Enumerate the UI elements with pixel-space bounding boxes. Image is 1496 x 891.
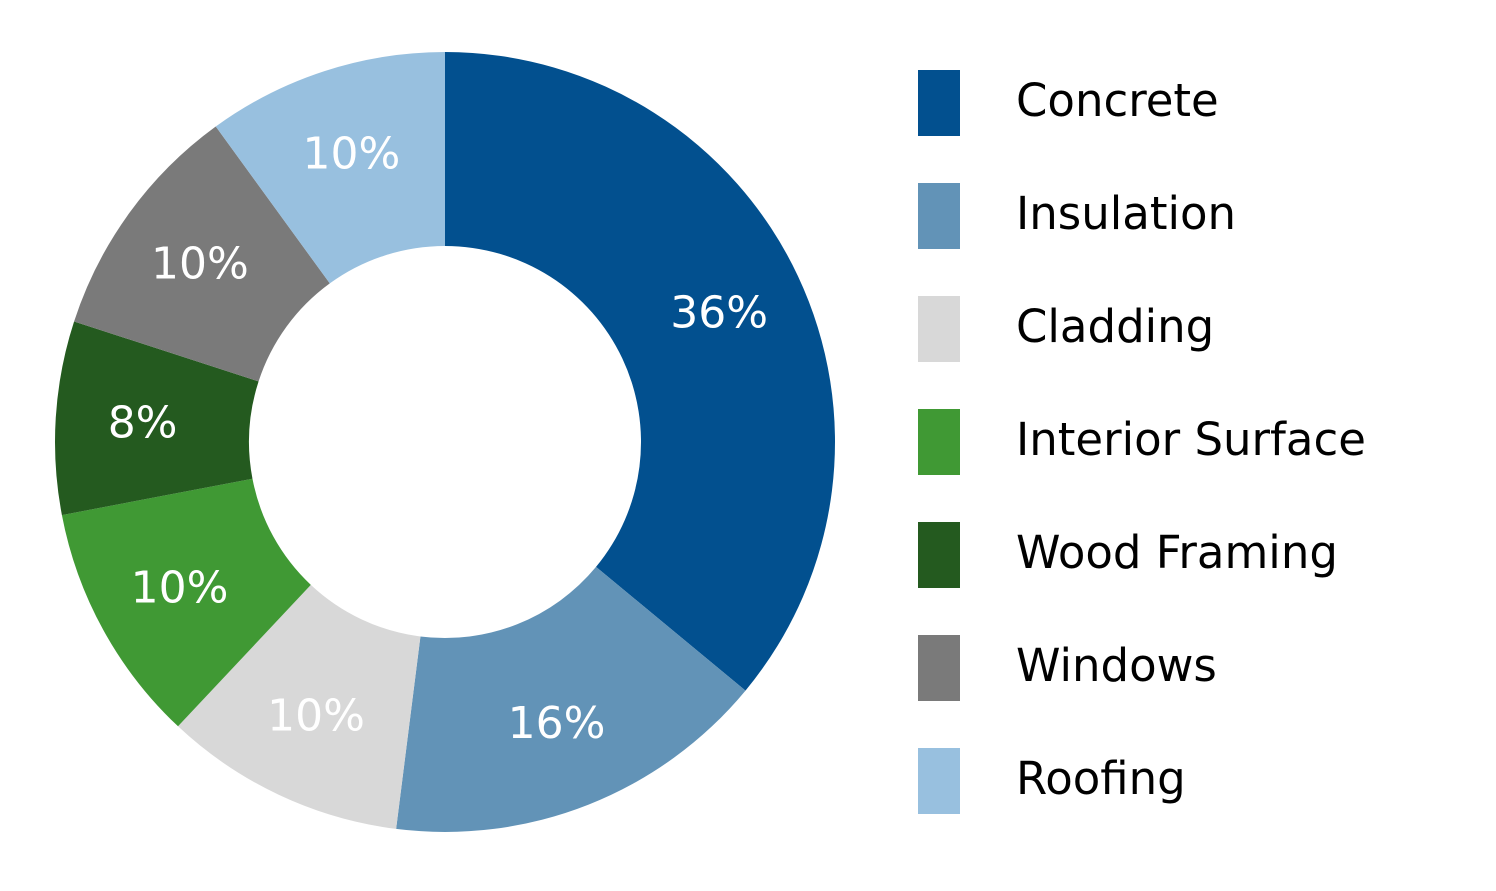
legend-swatch-roofing: [918, 748, 960, 814]
legend-item-concrete: Concrete: [918, 70, 1478, 183]
legend-swatch-insulation: [918, 183, 960, 249]
legend-swatch-cladding: [918, 296, 960, 362]
slice-insulation: [396, 566, 746, 833]
legend-item-wood-framing: Wood Framing: [918, 522, 1478, 635]
legend-label-cladding: Cladding: [1016, 300, 1215, 353]
slice-label-concrete: 36%: [670, 287, 768, 338]
legend-swatch-wood-framing: [918, 522, 960, 588]
legend-item-interior-surface: Interior Surface: [918, 409, 1478, 522]
legend-swatch-concrete: [918, 70, 960, 136]
legend-item-cladding: Cladding: [918, 296, 1478, 409]
slice-label-cladding: 10%: [267, 691, 365, 742]
chart-legend: Concrete Insulation Cladding Interior Su…: [918, 70, 1478, 861]
donut-slice-labels: 36% 16% 10% 10% 8% 10% 10%: [108, 128, 768, 749]
legend-swatch-interior-surface: [918, 409, 960, 475]
legend-item-insulation: Insulation: [918, 183, 1478, 296]
slice-cladding: [178, 584, 421, 829]
slice-wood-framing: [54, 321, 259, 516]
slice-interior-surface: [61, 478, 311, 727]
slice-label-roofing: 10%: [302, 128, 400, 179]
legend-item-windows: Windows: [918, 635, 1478, 748]
slice-label-wood-framing: 8%: [108, 397, 178, 448]
slice-roofing: [215, 52, 445, 284]
slice-concrete: [445, 52, 835, 691]
legend-label-roofing: Roofing: [1016, 752, 1186, 805]
slice-label-insulation: 16%: [508, 698, 606, 749]
slice-windows: [74, 126, 330, 382]
donut-slices: [54, 52, 835, 833]
legend-swatch-windows: [918, 635, 960, 701]
slice-label-interior-surface: 10%: [131, 562, 229, 613]
legend-label-windows: Windows: [1016, 639, 1217, 692]
legend-item-roofing: Roofing: [918, 748, 1478, 861]
legend-label-interior-surface: Interior Surface: [1016, 413, 1366, 466]
legend-label-concrete: Concrete: [1016, 74, 1219, 127]
slice-label-windows: 10%: [151, 238, 249, 289]
legend-label-insulation: Insulation: [1016, 187, 1237, 240]
legend-label-wood-framing: Wood Framing: [1016, 526, 1338, 579]
